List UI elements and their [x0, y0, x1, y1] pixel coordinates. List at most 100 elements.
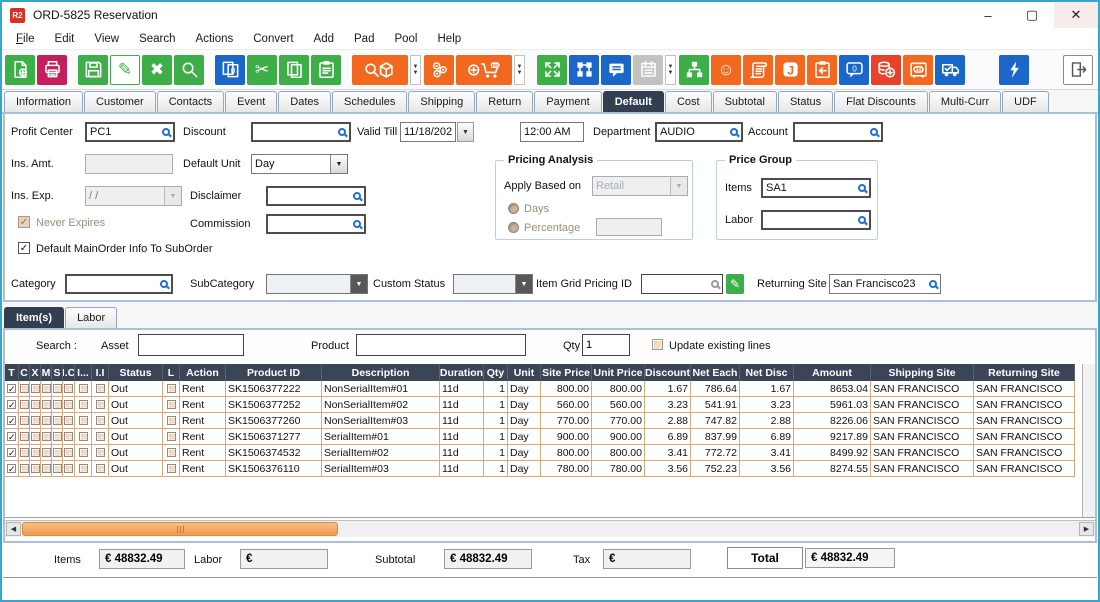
col-header-x[interactable]: X — [30, 364, 41, 381]
cell-ii-checkbox[interactable] — [92, 381, 109, 397]
cell-c-checkbox[interactable] — [19, 381, 30, 397]
default-maininfo-checkbox[interactable]: ✓ — [18, 242, 30, 254]
search-icon[interactable] — [353, 220, 361, 228]
clipboard-return-button[interactable] — [807, 54, 837, 85]
cell-ic-checkbox[interactable] — [63, 445, 75, 461]
cell-ic-checkbox[interactable] — [63, 461, 75, 477]
grid-row-1[interactable]: ✓ Out Rent SK1506377222 NonSerialItem#01 11d 1… — [5, 381, 1075, 397]
search-icon[interactable] — [870, 128, 878, 136]
comment-button[interactable]: 0 — [839, 54, 869, 85]
cell-m-checkbox[interactable] — [41, 429, 52, 445]
minimize-button[interactable]: – — [984, 7, 992, 23]
tab-cost[interactable]: Cost — [664, 91, 712, 112]
cell-m-checkbox[interactable] — [41, 413, 52, 429]
grid-row-4[interactable]: ✓ Out Rent SK1506371277 SerialItem#01 11d 1 Day… — [5, 429, 1075, 445]
tab-subtotal[interactable]: Subtotal — [712, 91, 777, 112]
scrollbar-thumb[interactable] — [22, 522, 338, 536]
cell-t-checkbox[interactable]: ✓ — [5, 429, 19, 445]
search-icon[interactable] — [730, 128, 738, 136]
menu-help[interactable]: Help — [437, 32, 462, 45]
smiley-button[interactable]: ☺ — [711, 54, 741, 85]
close-button[interactable]: ✕ — [1054, 2, 1098, 28]
tab-default[interactable]: Default — [602, 91, 664, 112]
col-header-qty[interactable]: Qty — [484, 364, 508, 381]
cell-idot-checkbox[interactable] — [75, 429, 92, 445]
save-button[interactable] — [78, 54, 108, 85]
cashbox-button[interactable]: 10 — [903, 54, 933, 85]
disclaimer-field[interactable] — [266, 186, 366, 206]
cell-c-checkbox[interactable] — [19, 429, 30, 445]
col-header-t[interactable]: T — [5, 364, 19, 381]
cell-m-checkbox[interactable] — [41, 397, 52, 413]
valid-till-time-field[interactable]: 12:00 AM — [520, 122, 584, 142]
new-order-button[interactable] — [5, 54, 35, 85]
cell-ii-checkbox[interactable] — [92, 445, 109, 461]
paste-button[interactable] — [311, 54, 341, 85]
cell-t-checkbox[interactable]: ✓ — [5, 461, 19, 477]
valid-till-dropdown[interactable]: ▼ — [457, 122, 474, 142]
cell-m-checkbox[interactable] — [41, 445, 52, 461]
product-search-button[interactable] — [352, 54, 408, 85]
custom-status-combo[interactable]: ▼ — [453, 274, 533, 294]
col-header-unit[interactable]: Unit — [508, 364, 541, 381]
col-header-shipping_site[interactable]: Shipping Site — [871, 364, 974, 381]
col-header-ii[interactable]: I.I — [92, 364, 109, 381]
cell-ic-checkbox[interactable] — [63, 413, 75, 429]
chevron-down-icon[interactable]: ▼ — [515, 275, 532, 293]
category-field[interactable] — [65, 274, 173, 294]
cell-s-checkbox[interactable] — [52, 445, 63, 461]
cell-x-checkbox[interactable] — [30, 413, 41, 429]
col-header-status[interactable]: Status — [109, 364, 163, 381]
qty-input[interactable]: 1 — [582, 334, 630, 356]
search-icon[interactable] — [338, 128, 346, 136]
search-icon[interactable] — [162, 128, 170, 136]
grid-row-6[interactable]: ✓ Out Rent SK1506376110 SerialItem#03 11d 1 Day… — [5, 461, 1075, 477]
subcategory-combo[interactable]: ▼ — [266, 274, 368, 294]
maximize-button[interactable]: ▢ — [1025, 7, 1039, 22]
cell-idot-checkbox[interactable] — [75, 381, 92, 397]
col-header-m[interactable]: M — [41, 364, 52, 381]
menu-file[interactable]: File — [16, 32, 35, 45]
col-header-idot[interactable]: I... — [75, 364, 92, 381]
horizontal-scrollbar[interactable]: ◀ ▶ — [5, 520, 1095, 537]
cell-c-checkbox[interactable] — [19, 445, 30, 461]
hierarchy-button[interactable] — [679, 54, 709, 85]
vertical-scrollbar[interactable] — [1082, 364, 1095, 517]
col-header-action[interactable]: Action — [180, 364, 226, 381]
cell-l-checkbox[interactable] — [163, 429, 180, 445]
default-unit-combo[interactable]: Day ▼ — [251, 154, 348, 174]
tab-information[interactable]: Information — [4, 91, 84, 112]
cell-t-checkbox[interactable]: ✓ — [5, 445, 19, 461]
search-icon[interactable] — [929, 280, 937, 288]
edit-button[interactable]: ✎ — [110, 54, 140, 85]
menu-pad[interactable]: Pad — [354, 32, 375, 45]
tab-shipping[interactable]: Shipping — [408, 91, 476, 112]
total-button[interactable]: Total — [727, 547, 803, 569]
cell-ic-checkbox[interactable] — [63, 397, 75, 413]
grid-row-5[interactable]: ✓ Out Rent SK1506374532 SerialItem#02 11d 1 Day… — [5, 445, 1075, 461]
copy-button[interactable] — [279, 54, 309, 85]
add-coins-button[interactable] — [871, 54, 901, 85]
tab-status[interactable]: Status — [777, 91, 834, 112]
tab-payment[interactable]: Payment — [534, 91, 602, 112]
add-po-cart-button[interactable]: PO — [456, 54, 512, 85]
cell-x-checkbox[interactable] — [30, 461, 41, 477]
cell-x-checkbox[interactable] — [30, 429, 41, 445]
flash-button[interactable] — [999, 54, 1029, 85]
menu-search[interactable]: Search — [139, 32, 176, 45]
profit-center-field[interactable]: PC1 — [85, 122, 175, 142]
scroll-right-arrow[interactable]: ▶ — [1079, 522, 1094, 536]
truck-button[interactable] — [935, 54, 965, 85]
tab-event[interactable]: Event — [225, 91, 278, 112]
col-header-site_price[interactable]: Site Price — [541, 364, 592, 381]
cell-s-checkbox[interactable] — [52, 397, 63, 413]
exit-button[interactable] — [1063, 54, 1093, 85]
cut-button[interactable]: ✂ — [247, 54, 277, 85]
delete-button[interactable]: ✖ — [142, 54, 172, 85]
cell-ii-checkbox[interactable] — [92, 413, 109, 429]
cell-idot-checkbox[interactable] — [75, 445, 92, 461]
col-header-net_disc[interactable]: Net Disc — [740, 364, 794, 381]
tab-customer[interactable]: Customer — [84, 91, 156, 112]
cell-c-checkbox[interactable] — [19, 413, 30, 429]
tab-udf[interactable]: UDF — [1002, 91, 1049, 112]
